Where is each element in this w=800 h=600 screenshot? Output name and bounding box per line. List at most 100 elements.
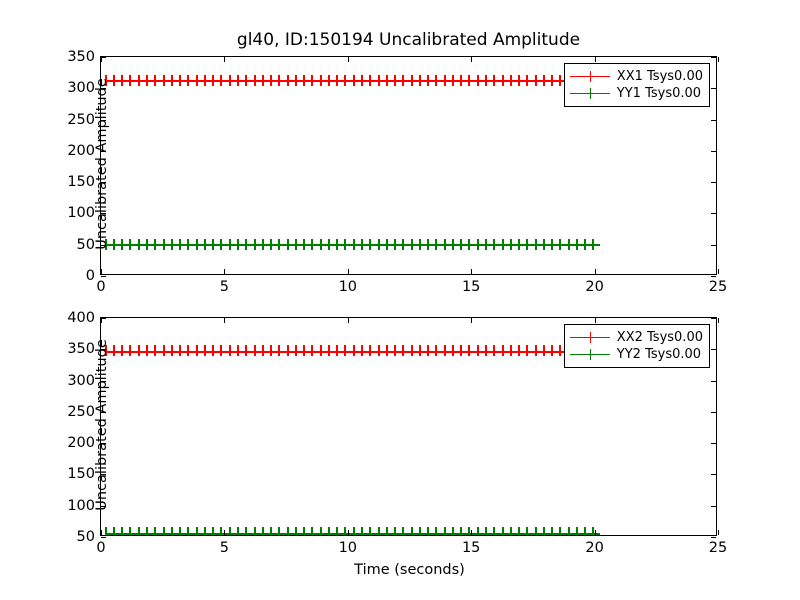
y-axis-tick-label: 300 xyxy=(67,80,95,97)
x-axis-tick xyxy=(101,269,102,274)
x-axis-tick-top xyxy=(718,57,719,62)
x-axis-tick-label: 20 xyxy=(585,279,604,295)
data-point-marker xyxy=(534,238,537,250)
x-axis-tick-top xyxy=(471,318,473,323)
data-point-marker xyxy=(311,345,314,357)
data-point-marker xyxy=(468,238,471,250)
data-point-marker xyxy=(518,238,521,250)
data-point-marker xyxy=(418,527,421,535)
data-point-marker xyxy=(228,74,231,86)
y-axis-tick-label: 300 xyxy=(67,372,95,389)
data-point-marker xyxy=(352,527,355,535)
data-point-marker xyxy=(451,345,454,357)
y-axis-tick xyxy=(101,57,106,58)
data-point-marker xyxy=(592,527,595,535)
data-point-marker xyxy=(327,74,330,86)
data-point-marker xyxy=(195,527,198,535)
data-point-marker xyxy=(170,238,173,250)
data-point-marker xyxy=(311,527,314,535)
data-point-marker xyxy=(402,527,405,535)
data-point-marker xyxy=(451,527,454,535)
y-axis-tick-label: 200 xyxy=(67,435,95,452)
data-point-marker xyxy=(154,238,157,250)
data-point-marker xyxy=(518,345,521,357)
data-point-marker xyxy=(360,527,363,535)
data-point-marker xyxy=(369,345,372,357)
data-point-marker xyxy=(220,238,223,250)
data-point-marker xyxy=(410,345,413,357)
data-point-marker xyxy=(443,527,446,535)
data-point-marker xyxy=(542,238,545,250)
data-point-marker xyxy=(476,527,479,535)
x-axis-tick xyxy=(347,269,349,274)
data-point-marker xyxy=(245,238,248,250)
y-axis-tick-right xyxy=(711,380,716,382)
data-point-marker xyxy=(352,238,355,250)
data-point-marker xyxy=(542,345,545,357)
data-point-marker xyxy=(493,527,496,535)
y-axis-tick-label: 350 xyxy=(67,49,95,65)
data-point-marker xyxy=(551,527,554,535)
data-point-marker xyxy=(129,74,132,86)
data-point-marker xyxy=(360,74,363,86)
y-axis-tick-right xyxy=(711,349,716,351)
data-point-marker xyxy=(460,345,463,357)
data-point-marker xyxy=(129,345,132,357)
data-point-marker xyxy=(518,527,521,535)
data-point-marker xyxy=(319,345,322,357)
plot-area-top xyxy=(101,57,716,274)
data-point-marker xyxy=(278,345,281,357)
data-point-marker xyxy=(327,238,330,250)
data-point-marker xyxy=(286,74,289,86)
x-axis-tick xyxy=(718,530,719,535)
x-axis-tick-top xyxy=(347,318,349,323)
y-axis-tick-right xyxy=(711,244,716,246)
x-axis-tick xyxy=(718,269,719,274)
data-point-marker xyxy=(195,74,198,86)
data-point-marker xyxy=(129,238,132,250)
data-point-marker xyxy=(468,527,471,535)
data-point-marker xyxy=(137,527,140,535)
data-point-marker xyxy=(121,345,124,357)
data-point-marker xyxy=(203,74,206,86)
data-point-marker xyxy=(146,238,149,250)
x-axis-tick xyxy=(224,530,226,535)
data-point-marker xyxy=(336,74,339,86)
data-point-marker xyxy=(410,238,413,250)
y-axis-tick-right xyxy=(711,505,716,507)
data-point-marker xyxy=(162,527,165,535)
data-point-marker xyxy=(526,345,529,357)
y-axis-tick xyxy=(101,318,106,319)
data-point-marker xyxy=(410,527,413,535)
x-axis-tick-top xyxy=(224,57,226,62)
data-point-marker xyxy=(253,345,256,357)
data-point-marker xyxy=(212,74,215,86)
data-point-marker xyxy=(112,527,115,535)
legend-label: YY1 Tsys0.00 xyxy=(616,86,702,101)
data-point-marker xyxy=(559,238,562,250)
y-axis-tick-right xyxy=(711,88,716,90)
data-point-marker xyxy=(509,238,512,250)
data-point-marker xyxy=(344,74,347,86)
data-point-marker xyxy=(261,238,264,250)
data-point-marker xyxy=(212,345,215,357)
data-point-marker xyxy=(385,238,388,250)
data-point-marker xyxy=(270,238,273,250)
y-axis-tick-label: 350 xyxy=(67,341,95,358)
x-axis-tick-label: 25 xyxy=(708,279,728,295)
legend-item: YY1 Tsys0.00 xyxy=(569,85,703,102)
legend-line-swatch xyxy=(569,87,610,101)
x-axis-tick-label: 5 xyxy=(219,540,230,556)
data-point-marker xyxy=(294,527,297,535)
y-axis-tick xyxy=(101,88,106,90)
legend-panel-bottom: XX2 Tsys0.00 YY2 Tsys0.00 xyxy=(563,324,710,368)
data-point-marker xyxy=(137,238,140,250)
data-point-marker xyxy=(195,345,198,357)
y-axis-tick-label: 100 xyxy=(67,497,95,514)
data-point-marker xyxy=(551,74,554,86)
data-point-marker xyxy=(394,345,397,357)
data-point-marker xyxy=(253,74,256,86)
y-axis-tick-right xyxy=(711,182,716,184)
data-point-marker xyxy=(278,74,281,86)
legend-panel-top: XX1 Tsys0.00 YY1 Tsys0.00 xyxy=(563,63,710,107)
